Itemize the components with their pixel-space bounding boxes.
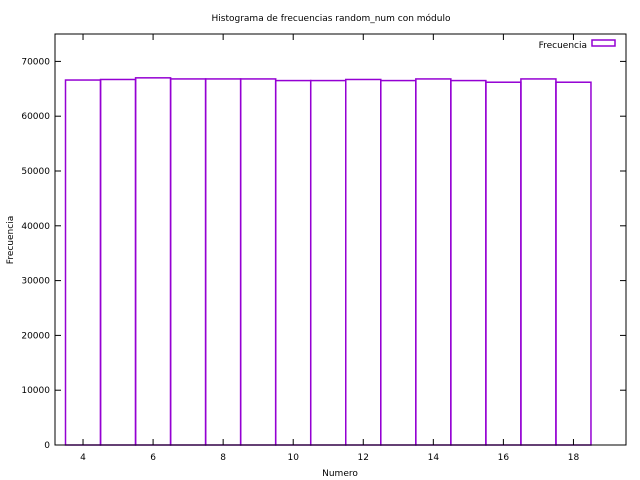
bar-14 xyxy=(415,78,452,446)
bar-7 xyxy=(169,78,207,446)
bar-15 xyxy=(450,79,487,446)
y-tick-label: 20000 xyxy=(21,331,50,341)
bar-16 xyxy=(485,81,522,446)
x-axis-label: Numero xyxy=(322,469,358,479)
bar-5 xyxy=(99,78,137,446)
x-tick-label: 6 xyxy=(150,453,156,463)
x-tick-label: 8 xyxy=(220,453,226,463)
x-tick-label: 16 xyxy=(498,453,510,463)
bar-4 xyxy=(64,79,102,446)
plot-frame xyxy=(54,33,627,446)
x-tick-label: 18 xyxy=(568,453,580,463)
y-tick-label: 0 xyxy=(44,441,50,451)
bar-9 xyxy=(239,78,277,446)
x-tick-label: 4 xyxy=(80,453,86,463)
bar-12 xyxy=(345,78,382,446)
y-tick-label: 10000 xyxy=(21,386,50,396)
bar-10 xyxy=(274,79,312,446)
y-axis-label: Frecuencia xyxy=(6,216,16,264)
y-tick-label: 60000 xyxy=(21,112,50,122)
y-tick-label: 50000 xyxy=(21,167,50,177)
legend-label: Frecuencia xyxy=(539,41,587,51)
y-tick-label: 40000 xyxy=(21,222,50,232)
bar-13 xyxy=(380,79,417,446)
bar-17 xyxy=(520,78,557,446)
x-tick-label: 14 xyxy=(428,453,440,463)
bar-8 xyxy=(204,78,242,446)
x-tick-label: 10 xyxy=(287,453,299,463)
x-tick-label: 12 xyxy=(358,453,369,463)
bars-group xyxy=(64,77,592,446)
legend-swatch xyxy=(591,39,616,47)
bar-11 xyxy=(309,79,347,446)
y-tick-label: 30000 xyxy=(21,277,50,287)
ticks-group: 0 10000 20000 30000 40000 50000 60000 70000 4 6 8 1… xyxy=(21,34,626,463)
chart-title: Histograma de frecuencias random_num con… xyxy=(212,13,451,24)
legend: Frecuencia xyxy=(539,39,616,51)
y-tick-label: 70000 xyxy=(21,57,50,67)
bar-6 xyxy=(134,77,172,446)
bar-18 xyxy=(555,81,592,446)
